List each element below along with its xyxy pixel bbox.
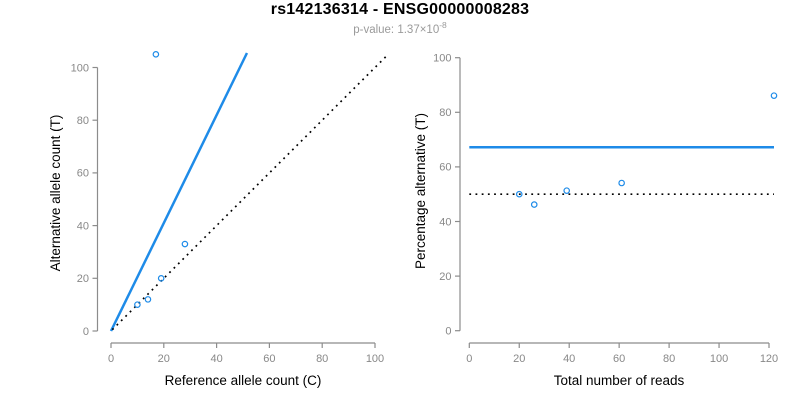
x-tick-label: 60 [263, 353, 275, 365]
y-tick-label: 0 [83, 326, 89, 338]
y-tick-label: 20 [77, 273, 89, 285]
y-axis-title: Percentage alternative (T) [413, 113, 428, 269]
x-tick-label: 80 [663, 353, 675, 365]
x-tick-label: 100 [710, 353, 728, 365]
identity-line [111, 55, 387, 331]
figure-title: rs142136314 - ENSG00000008283 [270, 1, 530, 18]
data-point [144, 296, 152, 303]
x-tick-label: 20 [513, 353, 525, 365]
data-point [530, 201, 538, 208]
y-tick-label: 80 [77, 115, 89, 127]
data-point [181, 240, 189, 248]
data-point [134, 301, 141, 308]
x-tick-label: 80 [316, 353, 328, 365]
x-tick-label: 40 [210, 353, 222, 365]
y-tick-label: 20 [439, 271, 451, 283]
y-tick-label: 0 [445, 326, 451, 338]
y-tick-label: 60 [439, 162, 451, 174]
p-value-subtitle: p-value: 1.37×10-8 [0, 20, 800, 36]
p-value-text: p-value: 1.37×10 [353, 23, 440, 36]
y-tick-label: 100 [433, 53, 451, 65]
p-value-exponent: -8 [439, 20, 447, 30]
y-axis-title: Alternative allele count (T) [48, 115, 63, 272]
y-tick-label: 100 [71, 62, 89, 74]
x-tick-label: 60 [613, 353, 625, 365]
y-tick-label: 60 [77, 168, 89, 180]
y-tick-label: 40 [77, 220, 89, 232]
x-tick-label: 20 [158, 353, 170, 365]
allelic-ratio-line [109, 52, 249, 332]
x-axis-title: Reference allele count (C) [165, 373, 322, 388]
x-tick-label: 100 [366, 353, 384, 365]
data-point [157, 274, 165, 282]
x-tick-label: 0 [466, 353, 472, 365]
x-tick-label: 120 [760, 353, 778, 365]
x-axis-title: Total number of reads [554, 373, 685, 388]
data-point [770, 92, 778, 99]
y-tick-label: 40 [439, 216, 451, 228]
data-point [515, 190, 523, 198]
x-tick-label: 40 [563, 353, 575, 365]
data-point [152, 51, 160, 58]
x-tick-label: 0 [108, 353, 114, 365]
y-tick-label: 80 [439, 107, 451, 119]
data-point [563, 187, 571, 194]
data-point [618, 179, 625, 187]
